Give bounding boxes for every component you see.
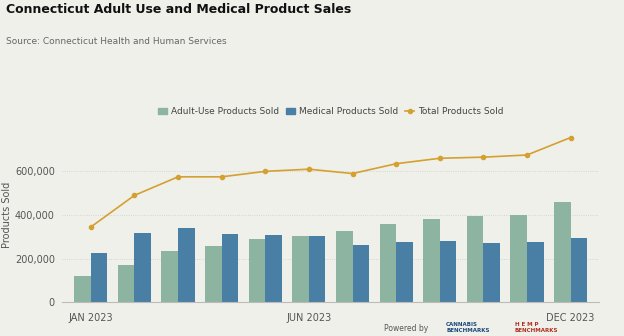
Bar [222, 234, 238, 302]
Bar [162, 251, 178, 302]
Bar [249, 239, 265, 302]
Bar [510, 215, 527, 302]
Text: H E M P
BENCHMARKS: H E M P BENCHMARKS [515, 322, 558, 333]
Bar [484, 243, 500, 302]
Bar [379, 224, 396, 302]
Bar [178, 228, 195, 302]
Bar [423, 219, 440, 302]
Bar [467, 216, 484, 302]
Text: Connecticut Adult Use and Medical Product Sales: Connecticut Adult Use and Medical Produc… [6, 3, 351, 16]
Legend: Adult-Use Products Sold, Medical Products Sold, Total Products Sold: Adult-Use Products Sold, Medical Product… [158, 107, 504, 116]
Bar [309, 236, 326, 302]
Text: Powered by: Powered by [384, 324, 428, 333]
Bar [353, 245, 369, 302]
Bar [265, 235, 282, 302]
Bar [134, 233, 151, 302]
Bar [336, 232, 353, 302]
Bar [90, 253, 107, 302]
Y-axis label: Products Sold: Products Sold [2, 182, 12, 248]
Bar [571, 238, 587, 302]
Bar [118, 265, 134, 302]
Bar [527, 242, 544, 302]
Bar [292, 236, 309, 302]
Bar [554, 202, 571, 302]
Text: Source: Connecticut Health and Human Services: Source: Connecticut Health and Human Ser… [6, 37, 227, 46]
Text: CANNABIS
BENCHMARKS: CANNABIS BENCHMARKS [446, 322, 490, 333]
Bar [205, 246, 222, 302]
Bar [440, 241, 456, 302]
Bar [396, 242, 412, 302]
Bar [74, 276, 90, 302]
